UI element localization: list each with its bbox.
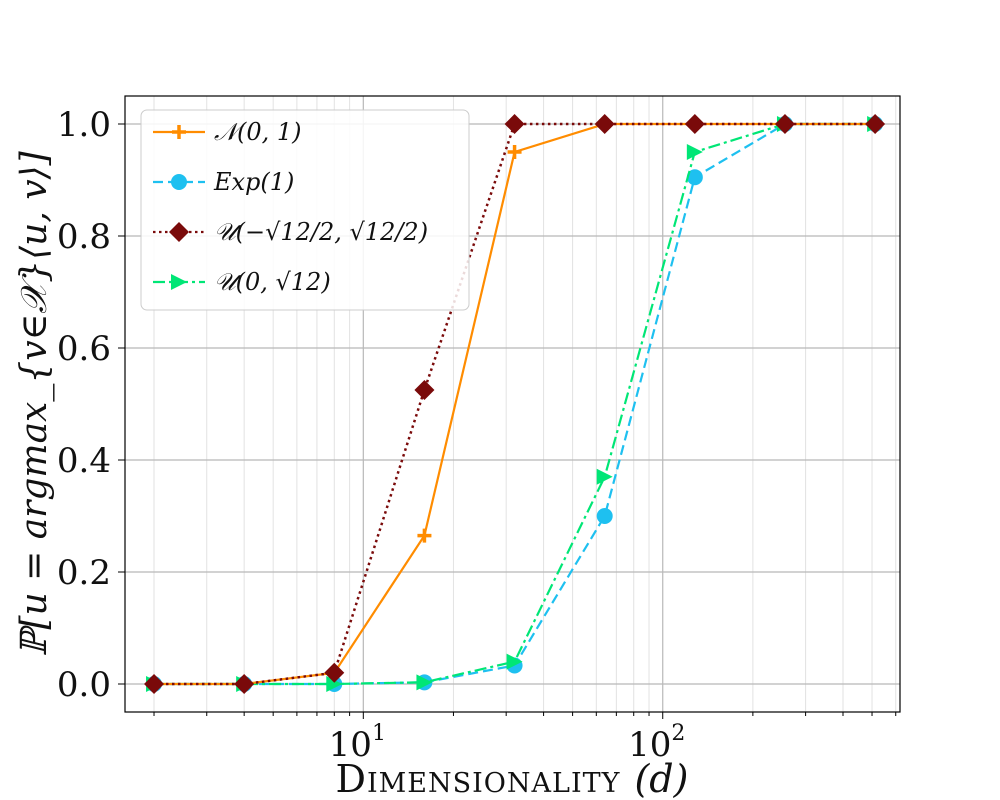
x-axis-title: Dimensionality (d): [336, 757, 689, 800]
x-tick-label: 101: [329, 721, 386, 765]
y-tick-label: 0.4: [57, 441, 111, 481]
x-axis-title-variable: (d): [634, 757, 688, 800]
legend-marker: [171, 174, 187, 190]
x-tick-label: 102: [628, 721, 685, 765]
y-axis-title: ℙ[u = argmax_{v∈𝒳}⟨u, v⟩]: [14, 150, 55, 656]
series-2: [144, 114, 886, 694]
data-point: [594, 114, 615, 134]
data-point: [416, 674, 433, 691]
legend-label: 𝒩(0, 1): [214, 118, 302, 146]
legend-marker: [169, 222, 189, 242]
data-point: [686, 169, 703, 186]
data-point: [506, 653, 523, 670]
legend-entries: 𝒩(0, 1) Exp(1) 𝒰(−√12/2, √12/2) 𝒰(0, √12): [153, 118, 428, 296]
y-tick-label: 0.8: [57, 217, 111, 257]
data-point: [326, 676, 343, 692]
data-point: [774, 114, 795, 134]
legend-entry: 𝒰(−√12/2, √12/2): [153, 218, 428, 246]
legend-entry: Exp(1): [153, 168, 294, 196]
series-layer: [144, 114, 886, 694]
data-point: [324, 662, 345, 683]
legend-marker: [171, 274, 187, 290]
data-point: [596, 468, 613, 485]
data-point: [686, 144, 703, 160]
x-tick-label-exponent: 2: [671, 721, 685, 746]
data-point: [234, 674, 255, 694]
data-point: [504, 114, 525, 134]
x-tick-label-base: 10: [628, 725, 671, 765]
legend-label: 𝒰(−√12/2, √12/2): [214, 218, 428, 246]
y-tick-label: 0.6: [57, 329, 111, 369]
x-tick-label-exponent: 1: [372, 721, 386, 746]
legend: 𝒩(0, 1) Exp(1) 𝒰(−√12/2, √12/2) 𝒰(0, √12): [140, 109, 470, 311]
data-point: [417, 528, 432, 543]
data-point: [144, 674, 165, 694]
data-point: [865, 114, 886, 134]
legend-box: [140, 109, 470, 311]
y-tick-label: 0.0: [57, 665, 111, 705]
data-point: [596, 508, 613, 524]
y-tick-label: 0.2: [57, 553, 111, 593]
x-tick-label-base: 10: [329, 725, 372, 765]
data-point: [684, 114, 705, 134]
plot-frame: [124, 95, 901, 713]
y-tick-label: 1.0: [57, 105, 111, 145]
legend-label: 𝒰(0, √12): [214, 268, 331, 296]
legend-marker: [172, 125, 186, 139]
legend-entry: 𝒰(0, √12): [153, 268, 331, 296]
series-line: [154, 122, 876, 686]
x-axis-title-word: Dimensionality: [336, 757, 621, 800]
legend-entry: 𝒩(0, 1): [153, 118, 302, 146]
legend-label: Exp(1): [213, 168, 294, 196]
data-point: [414, 380, 435, 400]
data-point: [507, 145, 522, 159]
